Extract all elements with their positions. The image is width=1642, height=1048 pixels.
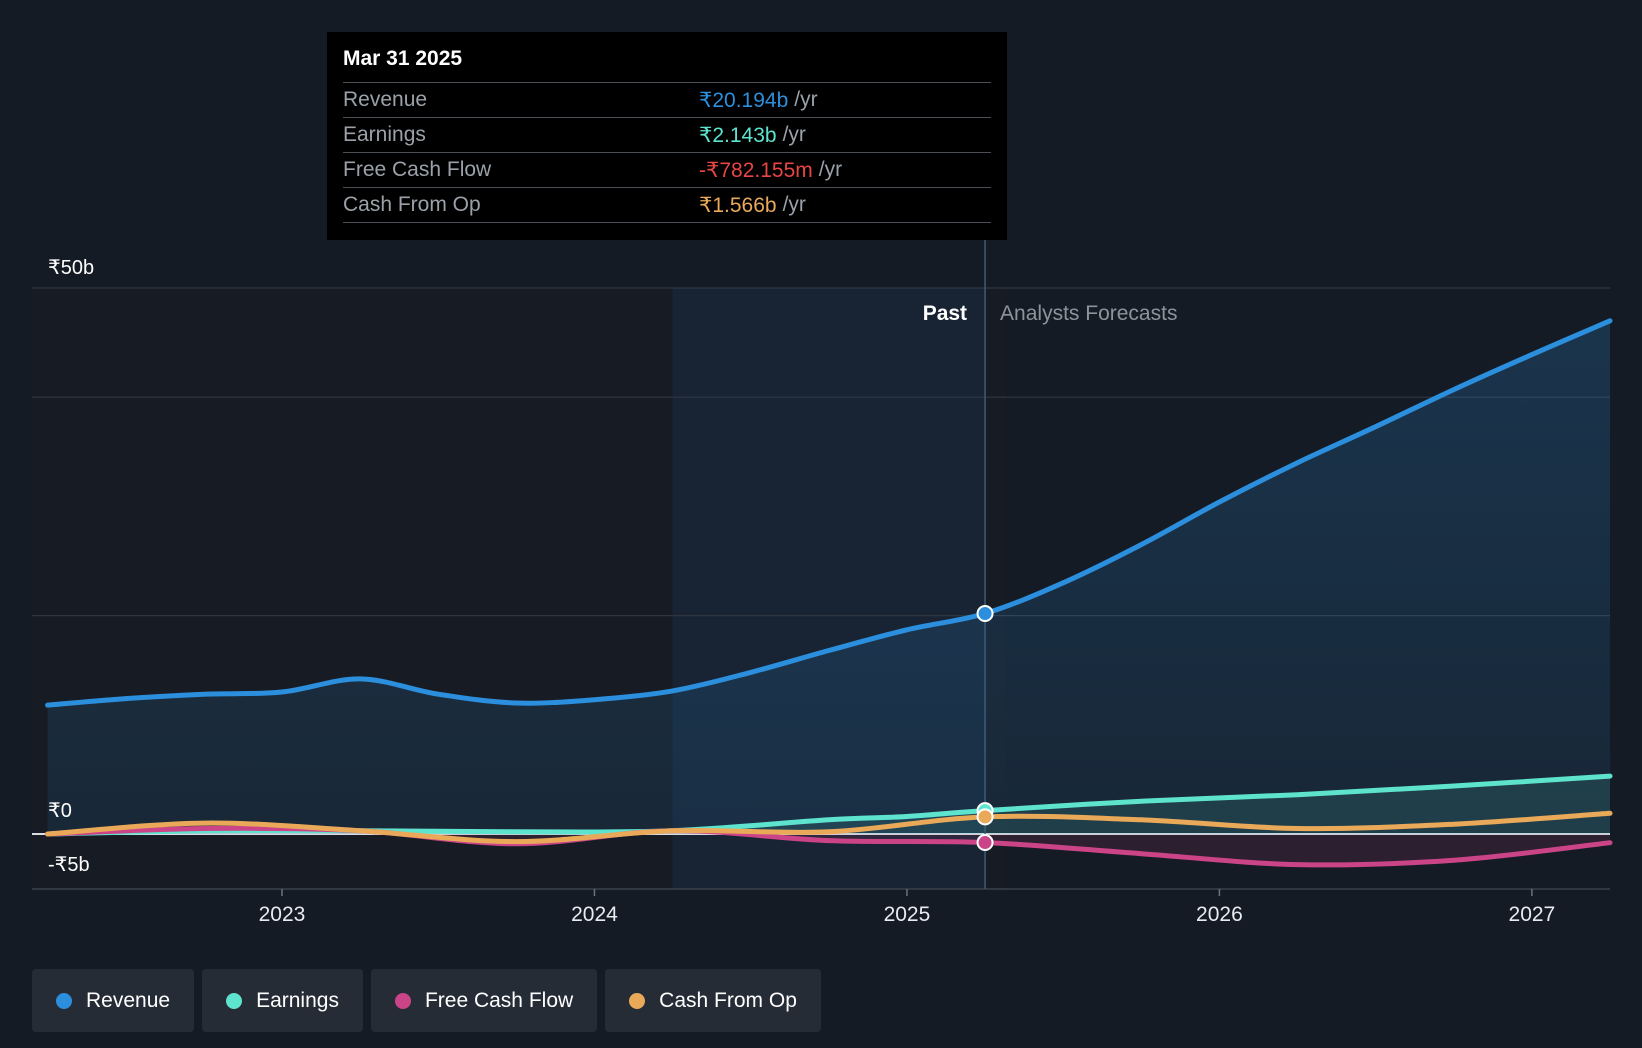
- legend-label: Cash From Op: [659, 988, 797, 1012]
- x-tick-label: 2026: [1196, 903, 1243, 926]
- tooltip-value: ₹2.143b: [699, 123, 777, 147]
- legend: Revenue Earnings Free Cash Flow Cash Fro…: [32, 969, 821, 1032]
- tooltip-label: Revenue: [343, 88, 428, 111]
- tooltip-value: -₹782.155m: [699, 158, 813, 182]
- tooltip-row-earnings: Earnings ₹2.143b /yr: [343, 117, 991, 152]
- legend-label: Free Cash Flow: [424, 988, 574, 1012]
- y-tick-label: ₹0: [48, 800, 72, 822]
- forecast-label: Analysts Forecasts: [1000, 302, 1177, 325]
- tooltip-date: Mar 31 2025: [343, 47, 463, 70]
- tooltip-label: Cash From Op: [343, 193, 481, 216]
- tooltip-value: ₹1.566b: [699, 193, 777, 217]
- legend-item-free-cash-flow[interactable]: Free Cash Flow: [370, 969, 598, 1032]
- y-axis: ₹50b ₹0 -₹5b: [48, 257, 94, 876]
- cash-from-op-line: [45, 810, 1613, 845]
- revenue-area: [47, 320, 1611, 834]
- legend-dot-icon: [629, 992, 646, 1009]
- x-tick-label: 2024: [571, 903, 618, 926]
- legend-dot-icon: [56, 992, 72, 1009]
- earnings-area: [47, 776, 1611, 834]
- series-lines: [45, 318, 1613, 868]
- x-axis: 2023 2024 2025 2026 2027: [259, 889, 1556, 926]
- x-tick-label: 2025: [884, 903, 931, 926]
- tooltip-row-revenue: Revenue ₹20.194b /yr: [343, 82, 991, 117]
- tooltip-label: Earnings: [343, 123, 426, 146]
- revenue-marker: [976, 604, 994, 622]
- revenue-line: [45, 318, 1613, 708]
- legend-item-earnings[interactable]: Earnings: [202, 969, 363, 1032]
- tooltip-row-free-cash-flow: Free Cash Flow -₹782.155m /yr: [343, 152, 991, 187]
- legend-dot-icon: [226, 992, 243, 1009]
- legend-item-cash-from-op[interactable]: Cash From Op: [605, 969, 821, 1032]
- tooltip-unit: /yr: [782, 193, 806, 216]
- y-tick-label: ₹50b: [48, 257, 94, 279]
- tooltip-value: ₹20.194b: [699, 88, 789, 112]
- tooltip-unit: /yr: [794, 88, 818, 111]
- legend-item-revenue[interactable]: Revenue: [32, 969, 195, 1032]
- free-cash-flow-marker: [976, 834, 994, 852]
- y-tick-label: -₹5b: [48, 854, 90, 876]
- cash-from-op-marker: [976, 808, 994, 826]
- tooltip-markers: [976, 604, 994, 852]
- legend-label: Earnings: [256, 988, 339, 1012]
- legend-dot-icon: [394, 992, 411, 1009]
- past-label: Past: [923, 302, 967, 325]
- legend-label: Revenue: [86, 988, 171, 1012]
- x-tick-label: 2023: [259, 903, 306, 926]
- tooltip-row-cash-from-op: Cash From Op ₹1.566b /yr: [343, 187, 991, 223]
- tooltip-label: Free Cash Flow: [343, 158, 492, 181]
- x-tick-label: 2027: [1509, 903, 1556, 926]
- tooltip-unit: /yr: [818, 158, 843, 181]
- tooltip: Mar 31 2025 Revenue ₹20.194b /yr Earning…: [327, 32, 1007, 240]
- tooltip-unit: /yr: [782, 123, 806, 146]
